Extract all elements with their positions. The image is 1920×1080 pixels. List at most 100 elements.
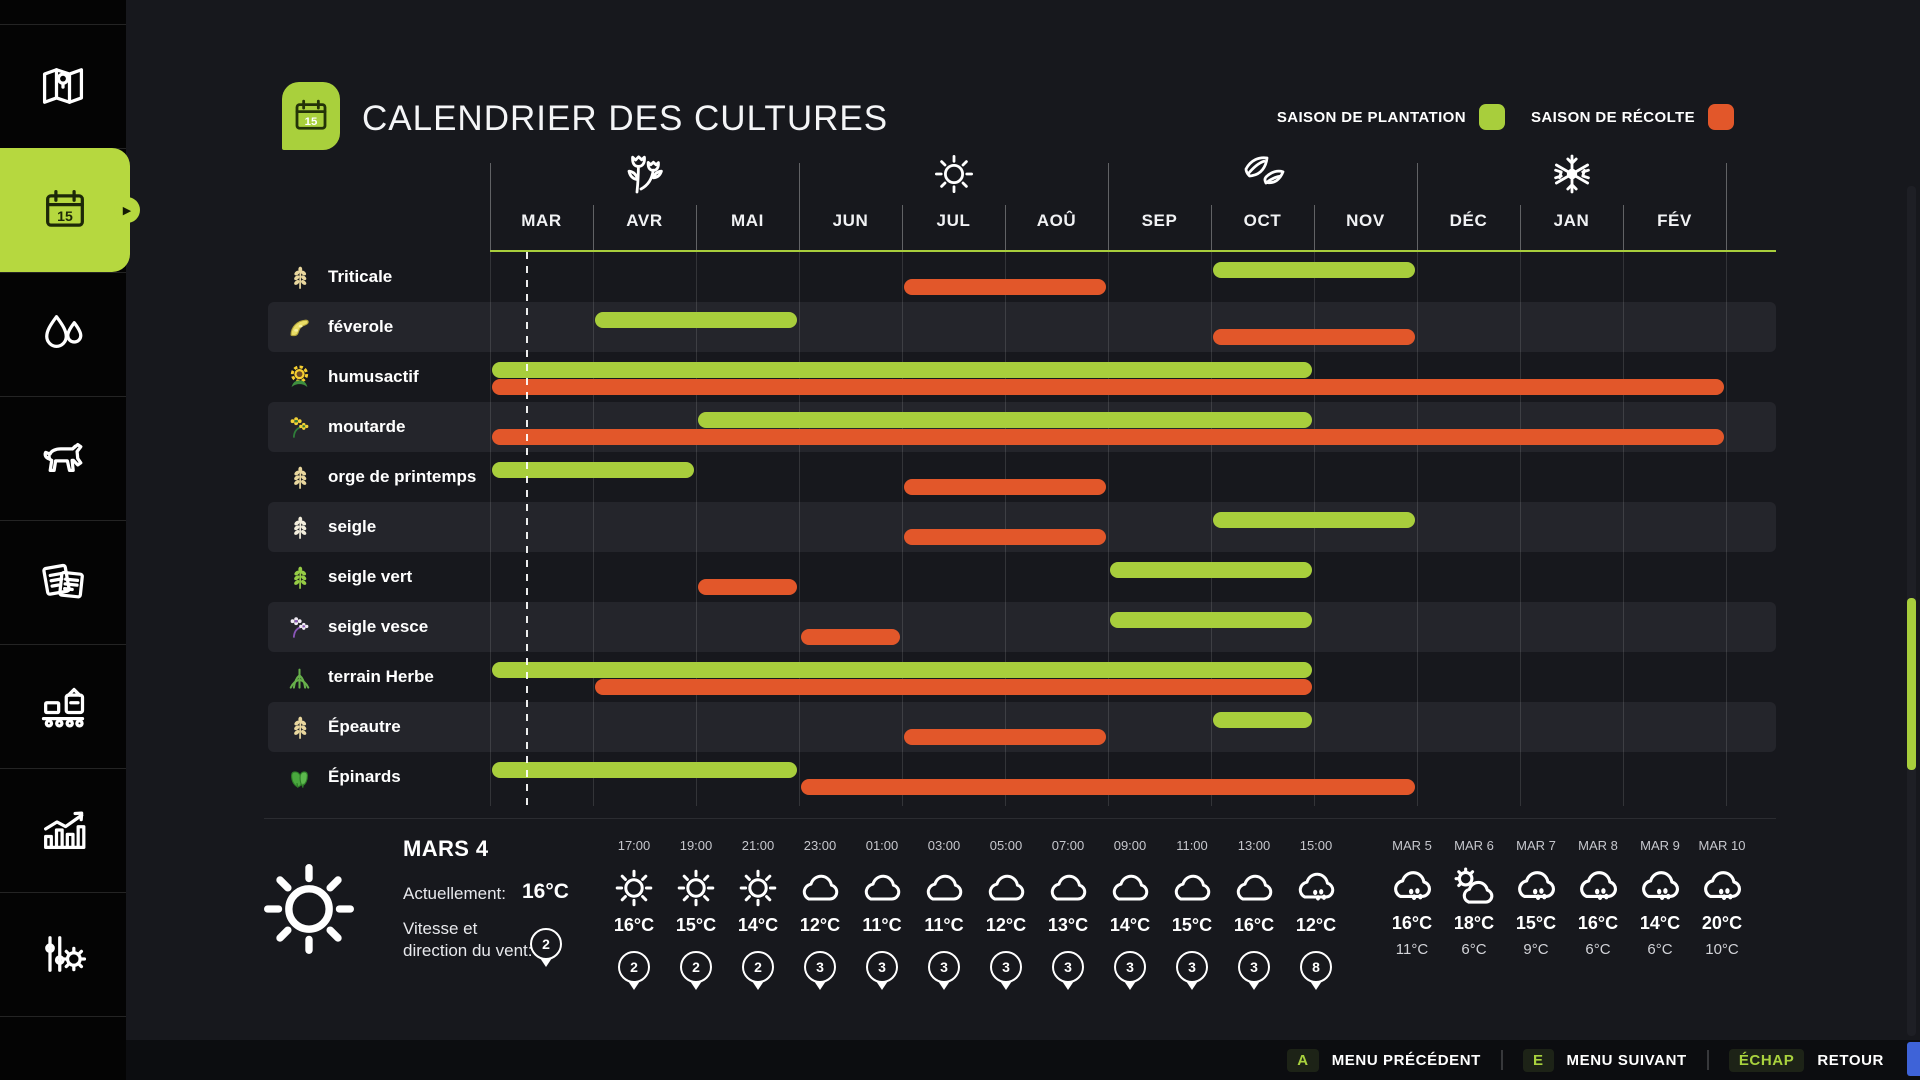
month-gridline (1211, 252, 1212, 806)
sidebar-item-animals[interactable] (0, 396, 126, 520)
day-date: MAR 8 (1578, 838, 1618, 853)
scrollbar-thumb[interactable] (1907, 598, 1916, 770)
cow-icon (37, 432, 89, 484)
hint-separator (1500, 1050, 1503, 1070)
month-gridline (902, 252, 903, 806)
sidebar-item-statistics[interactable] (0, 768, 126, 892)
bottom-hint-bar: A MENU PRÉCÉDENT E MENU SUIVANT ÉCHAP RETOUR (126, 1040, 1920, 1080)
water-icon (37, 308, 89, 360)
corner-accent (1907, 1042, 1920, 1076)
row-stripe (268, 302, 1776, 352)
sidebar-item-production[interactable] (0, 644, 126, 768)
month-gridline (696, 252, 697, 806)
daily-forecast: MAR 5 16°C 11°C MAR 6 18°C 6°C MAR 7 15°C 9°C MAR… (1381, 838, 1753, 958)
rain-icon (1292, 864, 1340, 908)
chart-row-label: féverole (286, 302, 393, 352)
bar-plantation (492, 762, 797, 778)
wind-pin-circle: 3 (804, 951, 836, 983)
cloud-icon (982, 864, 1030, 908)
bar-recolte (492, 379, 1724, 395)
calendar-badge-icon: 15 (282, 82, 340, 150)
wheat-pale-icon (286, 514, 313, 541)
wheat-green-icon (286, 564, 313, 591)
header-tick (1726, 163, 1727, 250)
wind-pin-circle: 8 (1300, 951, 1332, 983)
key-chip-a[interactable]: A (1287, 1048, 1319, 1072)
sidebar-item-contracts[interactable] (0, 520, 126, 644)
bar-plantation (595, 312, 797, 328)
active-item-arrow-icon: ▶ (114, 197, 140, 223)
key-chip-échap[interactable]: ÉCHAP (1728, 1048, 1805, 1072)
key-chip-e[interactable]: E (1522, 1048, 1554, 1072)
sidebar-separator (0, 520, 126, 521)
hour-cell: 11:00 15°C 3 (1161, 838, 1223, 983)
sidebar-item-calendar[interactable]: ▶ 15 (0, 148, 140, 272)
header-tick (1623, 205, 1624, 250)
hour-cell: 09:00 14°C 3 (1099, 838, 1161, 983)
month-gridline (1623, 252, 1624, 806)
stats-icon (37, 804, 89, 856)
wind-pin-circle: 3 (866, 951, 898, 983)
chart-row-label: seigle vesce (286, 602, 428, 652)
sidebar-item-map[interactable] (0, 24, 126, 148)
bar-recolte (904, 479, 1106, 495)
month-label-fév: FÉV (1657, 211, 1692, 230)
bar-plantation (492, 362, 1312, 378)
crop-name: terrain Herbe (328, 667, 434, 686)
hint-label: MENU SUIVANT (1566, 1051, 1687, 1069)
header-tick (1108, 163, 1109, 250)
bar-plantation (1213, 262, 1415, 278)
header-tick (593, 205, 594, 250)
wind-pin-circle: 3 (928, 951, 960, 983)
crop-name: Épinards (328, 767, 401, 786)
legend-plantation-label: SAISON DE PLANTATION (1276, 108, 1466, 126)
hour-time: 05:00 (989, 838, 1023, 853)
day-date: MAR 7 (1516, 838, 1556, 853)
month-gridline (593, 252, 594, 806)
snowflake-icon (1548, 150, 1596, 198)
month-label-mai: MAI (731, 211, 764, 230)
bar-recolte (698, 579, 797, 595)
month-label-mar: MAR (521, 211, 562, 230)
current-weather-sun-icon (250, 850, 368, 968)
wind-pin-circle: 3 (1238, 951, 1270, 983)
svg-text:15: 15 (57, 208, 73, 224)
hour-temp: 11°C (924, 915, 964, 935)
hour-temp: 12°C (985, 915, 1027, 935)
hour-cell: 19:00 15°C 2 (665, 838, 727, 983)
wind-pin-circle: 3 (1176, 951, 1208, 983)
legend-recolte-label: SAISON DE RÉCOLTE (1530, 108, 1695, 126)
wind-pin-circle: 2 (680, 951, 712, 983)
month-gridline (1726, 252, 1727, 806)
sidebar-separator (0, 272, 126, 273)
month-gridline (1314, 252, 1315, 806)
hour-wind-pin: 3 (928, 951, 960, 983)
rain-icon (1387, 862, 1437, 908)
hour-wind-pin: 2 (742, 951, 774, 983)
hour-cell: 23:00 12°C 3 (789, 838, 851, 983)
crop-name: Triticale (328, 267, 393, 286)
hour-temp: 14°C (737, 915, 779, 935)
hour-time: 03:00 (927, 838, 961, 853)
rain-icon (1573, 862, 1623, 908)
cloud-icon (920, 864, 968, 908)
month-label-jan: JAN (1553, 211, 1590, 230)
cloud-icon (796, 864, 844, 908)
hour-time: 17:00 (617, 838, 651, 853)
hour-cell: 21:00 14°C 2 (727, 838, 789, 983)
sidebar-item-water[interactable] (0, 272, 126, 396)
bar-plantation (1213, 712, 1312, 728)
header-tick (1005, 205, 1006, 250)
header-tick (799, 163, 800, 250)
day-high-temp: 16°C (1391, 913, 1433, 933)
sun-icon (734, 864, 782, 908)
day-cell: MAR 9 14°C 6°C (1629, 838, 1691, 958)
crop-name: Épeautre (328, 717, 401, 736)
hour-cell: 05:00 12°C 3 (975, 838, 1037, 983)
wind-pin-circle: 2 (618, 951, 650, 983)
current-temp-label: Actuellement: (403, 884, 506, 903)
bar-plantation (1110, 612, 1312, 628)
day-cell: MAR 8 16°C 6°C (1567, 838, 1629, 958)
sidebar-item-settings[interactable] (0, 892, 126, 1016)
sidebar-separator (0, 892, 126, 893)
